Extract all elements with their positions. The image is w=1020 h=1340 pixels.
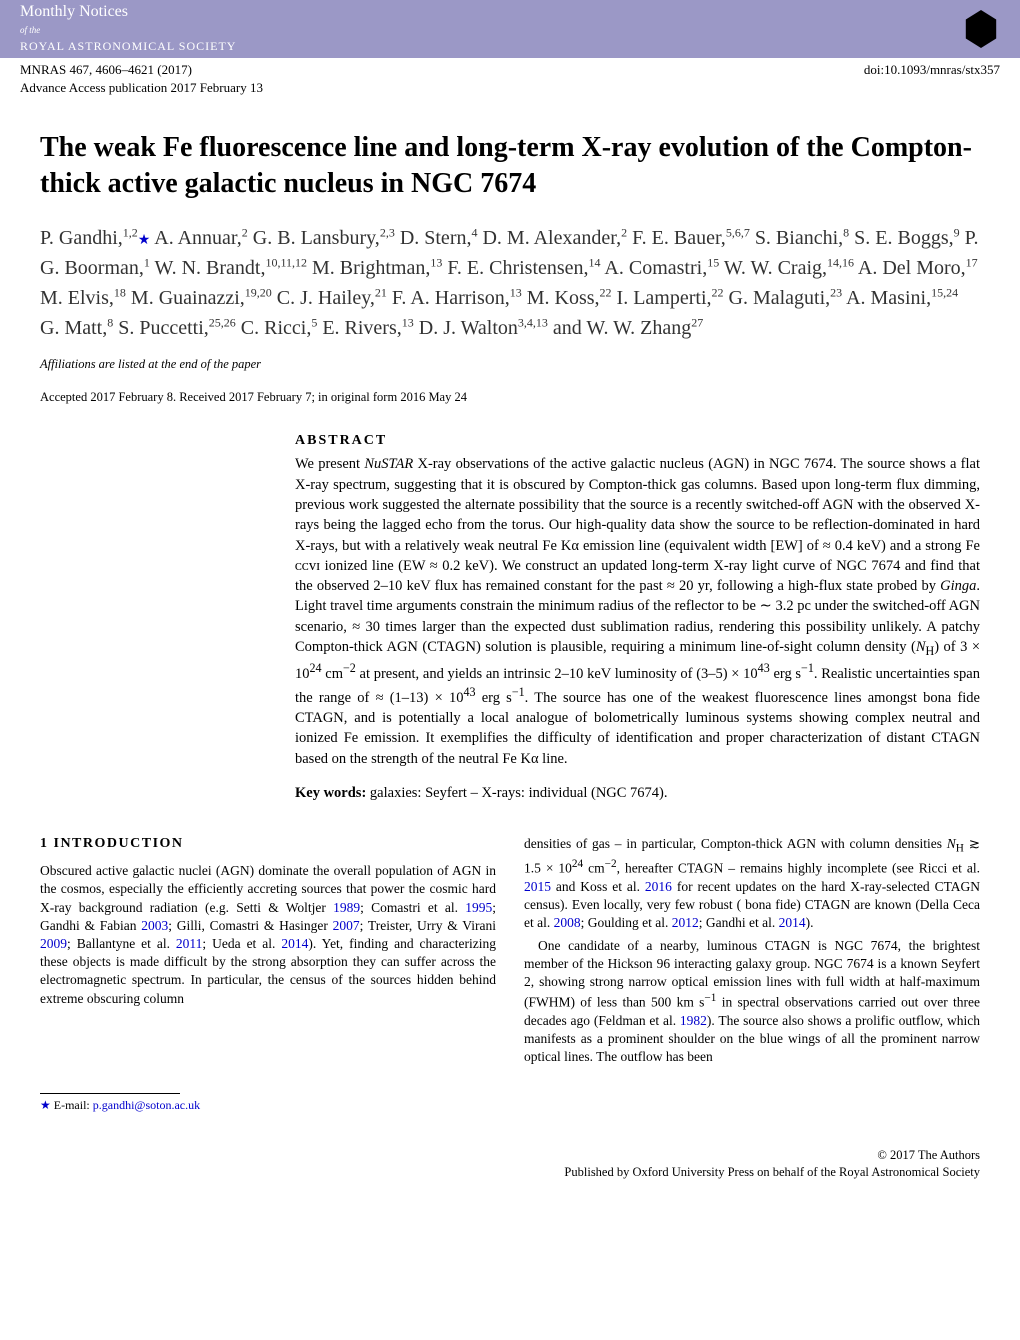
right-column: densities of gas – in particular, Compto… xyxy=(524,835,980,1070)
mnras-citation: MNRAS 467, 4606–4621 (2017) xyxy=(20,62,192,78)
footnote-star: ★ xyxy=(40,1098,51,1112)
journal-subtitle: ROYAL ASTRONOMICAL SOCIETY xyxy=(20,39,236,53)
affiliations-note: Affiliations are listed at the end of th… xyxy=(0,351,1020,390)
journal-of: of the xyxy=(20,25,40,35)
abstract-heading: ABSTRACT xyxy=(295,431,980,451)
author-list: P. Gandhi,1,2★ A. Annuar,2 G. B. Lansbur… xyxy=(0,223,1020,351)
body-columns: 1 INTRODUCTION Obscured active galactic … xyxy=(0,803,1020,1070)
advance-access-date: Advance Access publication 2017 February… xyxy=(0,80,1020,114)
section-1-heading: 1 INTRODUCTION xyxy=(40,835,496,854)
publication-line: MNRAS 467, 4606–4621 (2017) doi:10.1093/… xyxy=(0,58,1020,80)
footnote-text: E-mail: xyxy=(54,1098,90,1112)
intro-paragraph-2: One candidate of a nearby, luminous CTAG… xyxy=(524,937,980,1067)
journal-name: Monthly Notices of the ROYAL ASTRONOMICA… xyxy=(20,3,236,55)
abstract-body: We present NuSTAR X-ray observations of … xyxy=(295,454,980,769)
footnote-rule xyxy=(40,1093,180,1094)
copyright-line2: Published by Oxford University Press on … xyxy=(564,1165,980,1179)
copyright-line1: © 2017 The Authors xyxy=(877,1148,980,1162)
journal-header-bar: Monthly Notices of the ROYAL ASTRONOMICA… xyxy=(0,0,1020,58)
keywords-line: Key words: galaxies: Seyfert – X-rays: i… xyxy=(295,783,980,803)
corresponding-email-link[interactable]: p.gandhi@soton.ac.uk xyxy=(93,1098,200,1112)
intro-paragraph-1-cont: densities of gas – in particular, Compto… xyxy=(524,835,980,932)
copyright-block: © 2017 The Authors Published by Oxford U… xyxy=(0,1117,1020,1202)
keywords-label: Key words: xyxy=(295,785,366,801)
article-title: The weak Fe fluorescence line and long-t… xyxy=(0,114,1020,223)
intro-paragraph-1: Obscured active galactic nuclei (AGN) do… xyxy=(40,862,496,1008)
accepted-dates: Accepted 2017 February 8. Received 2017 … xyxy=(0,390,1020,431)
left-column: 1 INTRODUCTION Obscured active galactic … xyxy=(40,835,496,1070)
abstract-block: ABSTRACT We present NuSTAR X-ray observa… xyxy=(295,431,980,804)
doi: doi:10.1093/mnras/stx357 xyxy=(864,62,1000,78)
society-crest-icon xyxy=(962,10,1000,48)
keywords-text: galaxies: Seyfert – X-rays: individual (… xyxy=(370,785,668,801)
corresponding-author-footnote: ★ E-mail: p.gandhi@soton.ac.uk xyxy=(0,1071,1020,1117)
journal-main-title: Monthly Notices xyxy=(20,3,128,20)
